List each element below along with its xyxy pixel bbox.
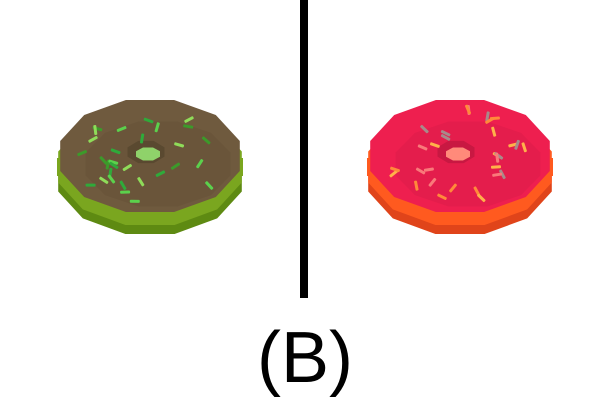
sprinkle (477, 193, 486, 203)
sprinkle (129, 199, 140, 203)
sprinkle (108, 159, 119, 165)
sprinkle (389, 169, 399, 178)
green-chocolate-donut-image (57, 100, 243, 234)
sprinkle (107, 174, 116, 184)
sprinkle (116, 126, 127, 132)
sprinkle (414, 180, 419, 191)
sprinkle (490, 165, 502, 169)
sprinkle (143, 117, 154, 124)
sprinkle (485, 111, 490, 122)
sprinkle (174, 142, 185, 148)
sprinkle (154, 122, 160, 133)
sprinkle (155, 170, 166, 177)
sprinkle (99, 176, 109, 184)
sprinkle (205, 181, 214, 190)
sprinkle (423, 167, 434, 172)
sprinkle (137, 177, 145, 187)
sprinkle (119, 180, 127, 191)
donut-hole (127, 140, 165, 164)
sprinkle (170, 162, 181, 170)
sprinkles (389, 104, 527, 203)
sprinkle (196, 159, 204, 169)
sprinkle (139, 133, 145, 144)
sprinkle (437, 193, 447, 201)
sprinkle (417, 144, 428, 151)
sprinkle (120, 190, 131, 194)
sprinkle (109, 161, 119, 169)
sprinkle (183, 124, 194, 129)
sprinkle (495, 152, 500, 163)
donut-hole (437, 140, 475, 164)
right-donut-panel (310, 0, 610, 300)
sprinkle (499, 169, 506, 180)
sprinkle (99, 156, 108, 165)
sprinkle (440, 134, 451, 141)
sprinkle (449, 183, 457, 193)
sprinkle (201, 136, 211, 145)
sprinkle (110, 148, 121, 155)
sprinkle (521, 142, 527, 153)
sprinkle (508, 142, 519, 148)
caption-label: (B) (257, 318, 353, 398)
sprinkle (489, 116, 500, 121)
sprinkle (122, 163, 132, 172)
pink-orange-donut-image (367, 100, 553, 234)
sprinkle (85, 183, 96, 187)
sprinkles (77, 116, 214, 203)
vertical-divider (300, 0, 308, 298)
sprinkle (428, 177, 437, 187)
sprinkle (464, 104, 472, 115)
left-donut-panel (0, 0, 300, 300)
sprinkle (93, 124, 98, 136)
sprinkle (473, 186, 481, 196)
sprinkle (77, 150, 87, 157)
sprinkle (429, 142, 440, 148)
sprinkle (514, 139, 520, 150)
sprinkle (88, 136, 98, 143)
sprinkle (491, 126, 497, 137)
sprinkle (440, 129, 451, 137)
sprinkle (184, 116, 194, 123)
sprinkle (390, 166, 400, 173)
sprinkle (420, 124, 429, 134)
sprinkle (415, 167, 426, 175)
sprinkle (492, 172, 503, 177)
